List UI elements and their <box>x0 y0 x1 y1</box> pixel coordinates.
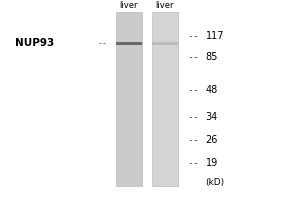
Text: --: -- <box>188 158 199 168</box>
Text: 34: 34 <box>206 112 218 122</box>
Text: (kD): (kD) <box>206 178 225 187</box>
Bar <box>116 12 142 186</box>
Text: --: -- <box>188 52 199 62</box>
Text: NUP93: NUP93 <box>15 38 54 48</box>
Text: --: -- <box>98 39 107 48</box>
Text: 117: 117 <box>206 31 224 41</box>
Text: --: -- <box>188 112 199 122</box>
Text: 48: 48 <box>206 85 218 95</box>
Text: 19: 19 <box>206 158 218 168</box>
Bar <box>152 12 178 186</box>
Text: --: -- <box>188 85 199 95</box>
Text: --: -- <box>188 135 199 145</box>
Text: 85: 85 <box>206 52 218 62</box>
Text: 26: 26 <box>206 135 218 145</box>
Text: --: -- <box>188 31 199 41</box>
Bar <box>152 42 178 45</box>
Bar <box>116 42 142 45</box>
Text: liver: liver <box>156 1 174 10</box>
Text: liver: liver <box>120 1 138 10</box>
